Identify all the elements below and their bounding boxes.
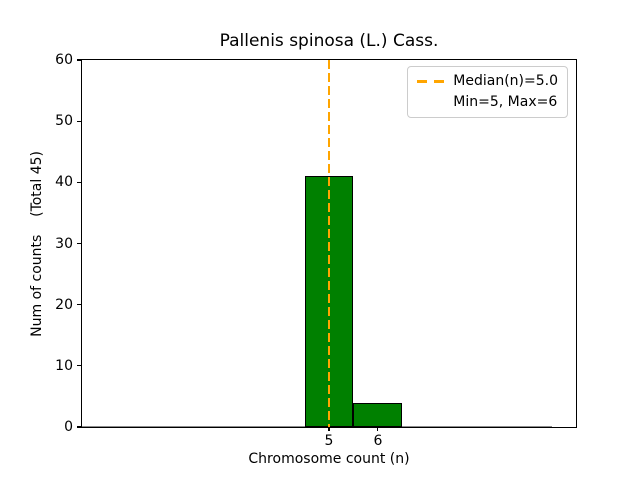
y-tick-label: 10	[55, 357, 73, 374]
y-tick-label: 0	[64, 419, 73, 435]
y-axis-label-text: Num of counts (Total 45)	[29, 150, 45, 337]
x-tick-mark	[328, 427, 330, 431]
y-tick-mark	[77, 59, 81, 61]
y-tick-label: 60	[55, 52, 73, 68]
y-axis-label: Num of counts (Total 45)	[27, 59, 47, 428]
y-tick-label: 40	[55, 174, 73, 191]
chart-title: Pallenis spinosa (L.) Cass.	[219, 31, 439, 51]
y-tick-mark	[77, 365, 81, 367]
y-tick-mark	[77, 181, 81, 183]
plot-area: Median(n)=5.0 Min=5, Max=6 0 10 20 30 40 50 60…	[55, 52, 577, 449]
median-dashed-line-legend-marker	[417, 80, 445, 83]
x-tick-mark	[377, 427, 379, 431]
legend-marker-spacer	[417, 101, 444, 104]
y-tick-label: 30	[55, 235, 73, 252]
y-tick-mark	[77, 304, 81, 306]
y-tick-mark	[77, 242, 81, 245]
y-tick-mark	[77, 120, 81, 122]
x-tick-label: 6	[373, 433, 383, 449]
legend-label-median: Median(n)=5.0	[453, 73, 558, 89]
y-tick-mark	[77, 426, 81, 428]
x-axis-label: Chromosome count (n)	[248, 451, 410, 467]
x-tick-label: 5	[324, 433, 334, 449]
median-line	[327, 60, 331, 427]
legend: Median(n)=5.0 Min=5, Max=6	[407, 66, 568, 118]
y-tick-label: 50	[55, 113, 73, 130]
legend-label-minmax: Min=5, Max=6	[453, 94, 558, 110]
y-tick-label: 20	[55, 296, 73, 313]
histogram-bar	[353, 402, 403, 427]
